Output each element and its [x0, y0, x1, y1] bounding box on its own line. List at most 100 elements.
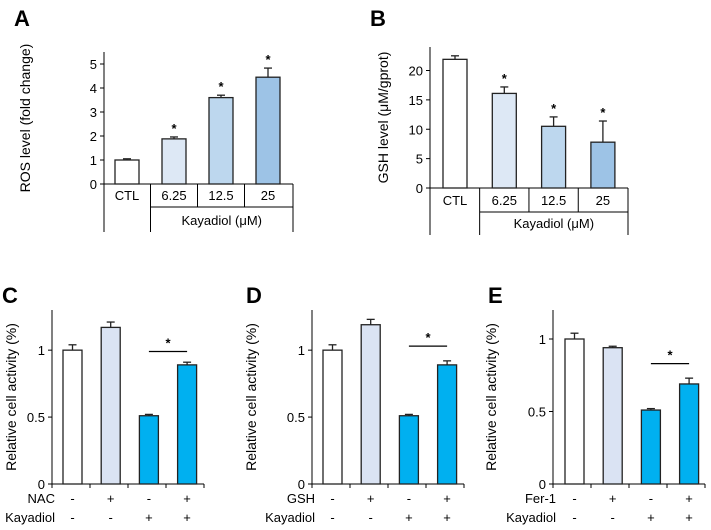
treatment-sign: - [330, 510, 334, 525]
y-tick-label: 1 [90, 153, 97, 168]
y-axis-label: Relative cell activity (%) [483, 323, 499, 471]
treatment-sign: + [647, 510, 655, 525]
y-tick-label: 0 [416, 181, 423, 196]
significance-star: * [667, 348, 673, 363]
y-tick-label: 0.5 [528, 405, 546, 420]
bar [442, 58, 468, 189]
panel-e: E Relative cell activity (%) 0 0.5 1 - - + - - + + +… [483, 283, 706, 525]
y-tick-label: 10 [409, 122, 423, 137]
treatment-sign: - [147, 491, 151, 506]
bar [176, 364, 198, 485]
treatment-sign: - [572, 510, 576, 525]
treatment-sign: + [443, 491, 451, 506]
treatment-sign: - [330, 491, 334, 506]
significance-star: * [218, 79, 224, 94]
y-tick-label: 2 [90, 129, 97, 144]
y-tick-label: 0 [38, 477, 45, 492]
category-label: 12.5 [208, 188, 233, 203]
y-axis-label: Relative cell activity (%) [3, 323, 19, 471]
panel-a: A ROS level (fold change) 0 1 2 3 4 5 CTL * 6.25 * 1… [14, 6, 294, 232]
treatment-sign: - [70, 510, 74, 525]
category-label: 6.25 [492, 193, 517, 208]
y-axis-label: ROS level (fold change) [17, 44, 33, 193]
bar [602, 347, 623, 485]
treatment-sign: + [609, 491, 617, 506]
panel-label: D [246, 283, 262, 308]
y-tick-label: 1 [38, 343, 45, 358]
significance-star: * [551, 101, 557, 116]
treatment-sign: - [649, 491, 653, 506]
y-tick-label: 0 [539, 477, 546, 492]
significance-star: * [502, 71, 508, 86]
panel-b: B GSH level (μM/gprot) 0 5 10 15 20 CTL * 6.25 * 12… [370, 6, 629, 235]
y-tick-label: 0 [298, 477, 305, 492]
y-tick-label: 4 [90, 81, 97, 96]
significance-star: * [600, 105, 606, 120]
bar [590, 141, 616, 189]
y-tick-label: 5 [416, 152, 423, 167]
y-tick-label: 15 [409, 93, 423, 108]
bar [322, 349, 343, 485]
row-label: GSH [287, 491, 315, 506]
y-tick-label: 0 [90, 177, 97, 192]
y-tick-label: 0.5 [287, 410, 305, 425]
panel-d: D Relative cell activity (%) 0 0.5 1 - - + - - + + +… [243, 283, 465, 525]
y-tick-label: 5 [90, 57, 97, 72]
bar [436, 364, 458, 485]
bar [138, 415, 160, 485]
treatment-sign: + [145, 510, 153, 525]
bar [491, 92, 517, 189]
y-tick-label: 1 [539, 332, 546, 347]
row-label: Kayadiol [265, 510, 315, 525]
bar [678, 383, 700, 485]
bar [114, 159, 140, 185]
category-label: 25 [596, 193, 610, 208]
row-label: Kayadiol [506, 510, 556, 525]
category-label: 6.25 [161, 188, 186, 203]
y-tick-label: 1 [298, 343, 305, 358]
treatment-sign: - [369, 510, 373, 525]
treatment-sign: + [107, 491, 115, 506]
category-label: CTL [115, 188, 140, 203]
panel-label: E [488, 283, 503, 308]
y-tick-label: 3 [90, 105, 97, 120]
bar [360, 324, 381, 485]
bar [540, 125, 567, 189]
panel-label: B [370, 6, 386, 31]
bar [62, 349, 83, 485]
category-label: 25 [261, 188, 275, 203]
bar [161, 138, 187, 185]
group-label: Kayadiol (μM) [514, 216, 594, 231]
panel-label: A [14, 6, 30, 31]
y-tick-label: 0.5 [27, 410, 45, 425]
bar [398, 415, 420, 485]
treatment-sign: + [405, 510, 413, 525]
category-label: 12.5 [541, 193, 566, 208]
panel-c: C Relative cell activity (%) 0 0.5 1 - - + - - + + +… [2, 283, 205, 525]
bar [564, 338, 585, 485]
significance-star: * [265, 52, 271, 67]
treatment-sign: + [443, 510, 451, 525]
category-label: CTL [443, 193, 468, 208]
treatment-sign: + [685, 491, 693, 506]
treatment-sign: - [572, 491, 576, 506]
treatment-sign: + [685, 510, 693, 525]
treatment-sign: + [183, 510, 191, 525]
treatment-sign: - [70, 491, 74, 506]
row-label: NAC [28, 491, 55, 506]
bar [208, 96, 234, 185]
row-label: Kayadiol [5, 510, 55, 525]
y-axis-label: GSH level (μM/gprot) [375, 52, 391, 184]
treatment-sign: + [183, 491, 191, 506]
y-axis-label: Relative cell activity (%) [243, 323, 259, 471]
significance-star: * [171, 121, 177, 136]
treatment-sign: - [611, 510, 615, 525]
treatment-sign: + [367, 491, 375, 506]
y-tick-label: 20 [409, 64, 423, 79]
treatment-sign: - [109, 510, 113, 525]
significance-star: * [165, 335, 171, 350]
panel-label: C [2, 283, 18, 308]
bar [100, 326, 121, 485]
significance-star: * [425, 330, 431, 345]
